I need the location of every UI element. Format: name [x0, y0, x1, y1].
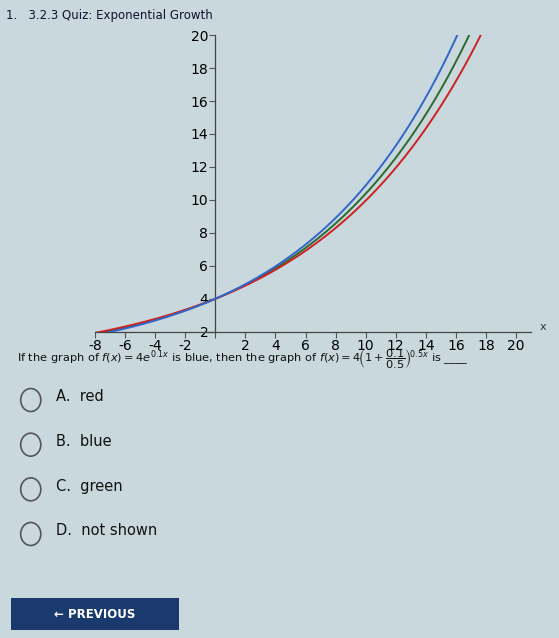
Text: A.  red: A. red: [56, 389, 103, 404]
Text: D.  not shown: D. not shown: [56, 523, 157, 538]
Text: 1.   3.2.3 Quiz: Exponential Growth: 1. 3.2.3 Quiz: Exponential Growth: [6, 10, 212, 22]
Text: x: x: [540, 322, 546, 332]
Text: B.  blue: B. blue: [56, 434, 112, 449]
Text: ← PREVIOUS: ← PREVIOUS: [54, 608, 136, 621]
Text: C.  green: C. green: [56, 478, 122, 494]
Text: If the graph of $f(x) = 4e^{0.1x}$ is blue, then the graph of $f(x) = 4\!\left(1: If the graph of $f(x) = 4e^{0.1x}$ is bl…: [17, 348, 468, 371]
